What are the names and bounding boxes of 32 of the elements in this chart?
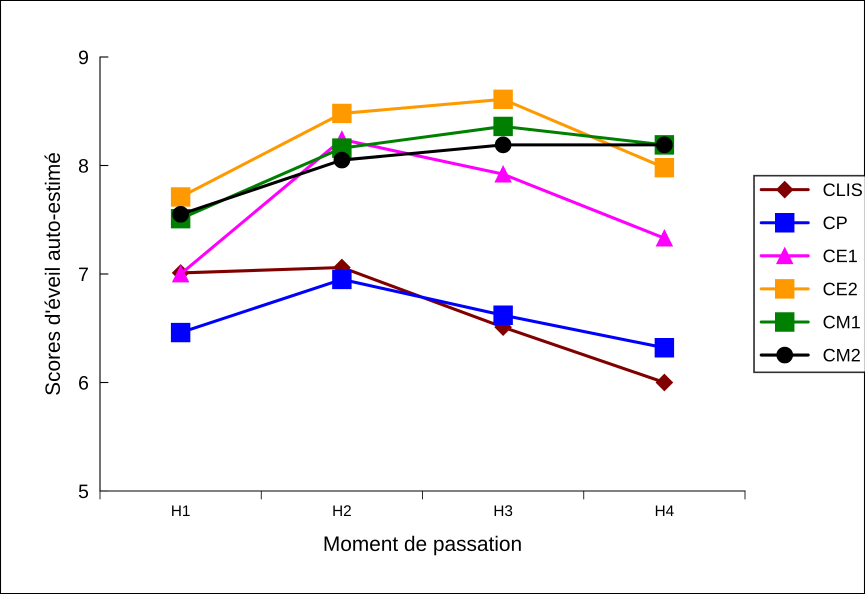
point [494,136,512,154]
legend-label: CLIS [824,183,862,196]
point [493,90,513,110]
point [332,270,352,290]
legend-label: CP [824,216,847,230]
point [170,322,190,342]
x-tick-label: H4 [656,505,674,516]
x-tick-label: H3 [494,505,512,516]
x-tick-label: H1 [172,505,190,516]
legend-label: CM2 [824,348,860,362]
legend-label: CM1 [824,316,860,328]
x-axis-title: Moment de passation [324,536,521,556]
y-tick-label: 7 [79,268,88,282]
point [334,152,350,168]
point [170,187,190,207]
y-axis-title: Scores d'éveil auto-estimé [44,153,60,395]
y-tick-label: 6 [79,376,88,390]
point [656,374,673,392]
point [493,116,513,136]
point [332,104,352,124]
y-tick-label: 9 [78,50,88,64]
point [654,338,674,358]
point [493,306,513,325]
x-tick-label: H2 [333,505,351,516]
point [494,166,512,183]
point [654,158,674,178]
legend-label: CE1 [824,250,857,262]
y-tick-label: 8 [78,158,88,173]
point [172,206,189,223]
legend-label: CE2 [824,282,857,296]
point [656,230,673,247]
y-tick-label: 5 [78,484,88,498]
